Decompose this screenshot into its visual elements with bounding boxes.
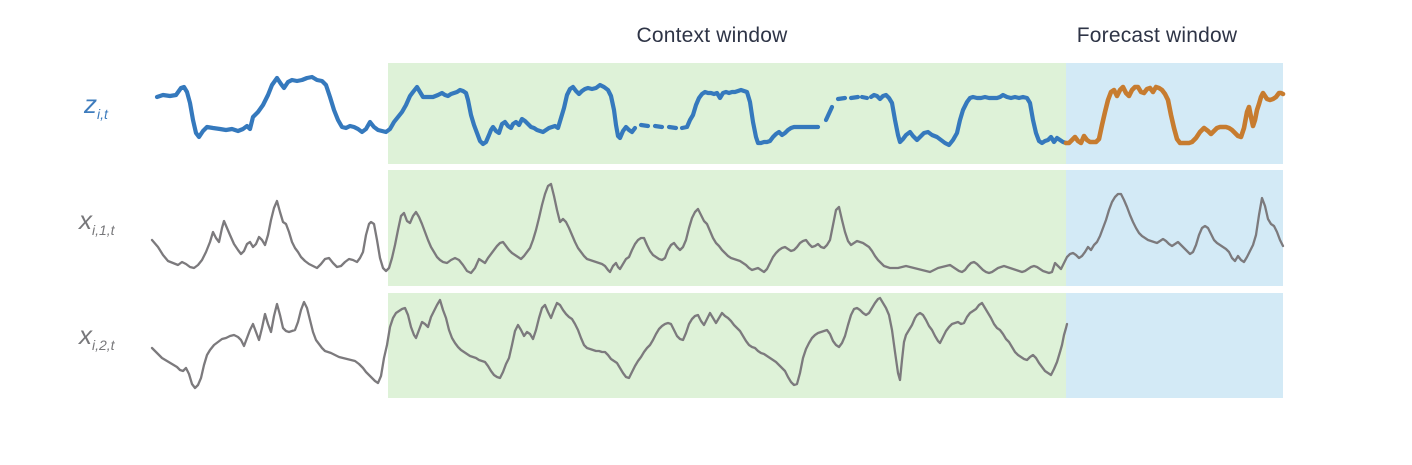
context-window-band-3	[388, 293, 1066, 398]
target-series-ellipsis-dash-5	[835, 95, 848, 102]
context-window-band-2	[388, 170, 1066, 286]
target-series-label-subscript: i,t	[97, 106, 108, 123]
context-window-label: Context window	[636, 24, 788, 47]
target-series-ellipsis-dash-1	[638, 122, 651, 129]
target-series-label: zi,t	[84, 91, 108, 121]
covariate-2-label-base: x	[79, 320, 92, 350]
target-series-ellipsis-dash-7	[859, 94, 870, 101]
context-window-band-1	[388, 63, 1066, 164]
covariate-1-label-base: x	[79, 205, 92, 235]
target-series-ellipsis-dash-3	[666, 124, 679, 131]
forecast-window-band-3	[1066, 293, 1283, 398]
covariate-2-label-subscript: i,2,t	[92, 337, 115, 354]
covariate-1-label-subscript: i,1,t	[92, 222, 115, 239]
target-series-ellipsis-dash-6	[848, 94, 861, 101]
target-series-context-3	[868, 92, 1069, 148]
covariate-2-series	[150, 296, 1069, 390]
forecast-window-label: Forecast window	[1076, 24, 1238, 47]
target-series-forecast	[1063, 84, 1286, 146]
target-series-ellipsis-dash-4	[823, 104, 835, 123]
target-series-ellipsis-dash-2	[652, 123, 665, 130]
covariate-2-label: xi,2,t	[79, 322, 115, 352]
target-series-label-base: z	[84, 89, 97, 119]
forecast-window-band-2	[1066, 170, 1283, 286]
covariate-1-series	[150, 182, 1285, 275]
covariate-1-label: xi,1,t	[79, 207, 115, 237]
target-series-context-2	[679, 87, 821, 146]
target-series-context	[154, 74, 638, 147]
